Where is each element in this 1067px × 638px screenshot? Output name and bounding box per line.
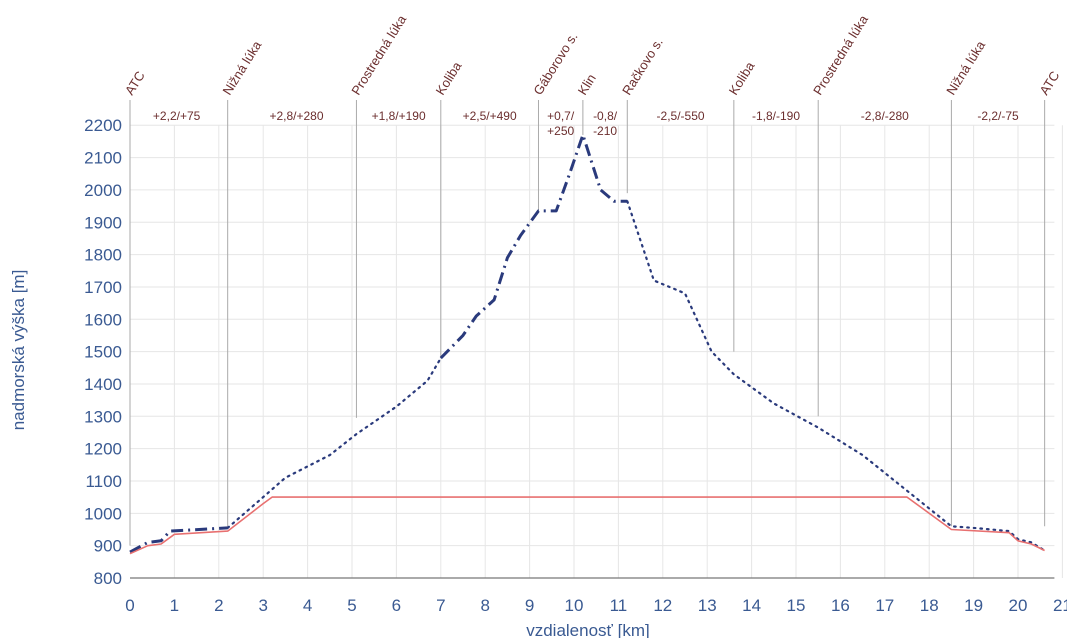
x-tick-label: 1 bbox=[170, 596, 179, 615]
x-tick-label: 19 bbox=[964, 596, 983, 615]
waypoint-lines bbox=[129, 100, 1046, 546]
y-tick-labels: 800 900 1000 1100 1200 1300 1400 1500 1600 1700 18… bbox=[84, 116, 122, 588]
x-tick-label: 2 bbox=[214, 596, 223, 615]
y-tick-label: 1700 bbox=[84, 278, 122, 297]
y-tick-label: 1500 bbox=[84, 343, 122, 362]
waypoint-label: Prostredná lúka bbox=[810, 12, 871, 98]
x-tick-label: 16 bbox=[831, 596, 850, 615]
x-tick-label: 5 bbox=[347, 596, 356, 615]
segment-label: -2,2/-75 bbox=[977, 109, 1019, 123]
y-tick-label: 2000 bbox=[84, 181, 122, 200]
y-tick-label: 1300 bbox=[84, 407, 122, 426]
series-lines bbox=[129, 133, 1046, 555]
x-tick-label: 9 bbox=[525, 596, 534, 615]
x-tick-label: 14 bbox=[742, 596, 761, 615]
segment-label: +250 bbox=[547, 124, 574, 138]
segment-label: -0,8/ bbox=[593, 109, 618, 123]
x-tick-label: 4 bbox=[303, 596, 312, 615]
series-line bbox=[129, 526, 228, 554]
waypoint-label: Račkovo s. bbox=[619, 35, 666, 97]
y-tick-label: 1200 bbox=[84, 440, 122, 459]
segment-label: +2,2/+75 bbox=[153, 109, 201, 123]
y-tick-label: 1000 bbox=[84, 504, 122, 523]
waypoint-labels: ATC Nižná lúka Prostredná lúka Koliba Gáboro… bbox=[122, 12, 1063, 98]
x-tick-label: 12 bbox=[653, 596, 672, 615]
segment-label: -1,8/-190 bbox=[752, 109, 800, 123]
waypoint-label: Nižná lúka bbox=[943, 38, 988, 98]
waypoint-label: Koliba bbox=[726, 58, 758, 97]
waypoint-label: ATC bbox=[1036, 68, 1062, 97]
y-tick-label: 1900 bbox=[84, 213, 122, 232]
segment-label: -210 bbox=[593, 124, 617, 138]
segment-labels: +2,2/+75 +2,8/+280 +1,8/+190 +2,5/+490 +0,7/… bbox=[153, 109, 1019, 138]
x-tick-label: 10 bbox=[565, 596, 584, 615]
waypoint-label: Klin bbox=[575, 71, 599, 97]
y-tick-label: 2100 bbox=[84, 149, 122, 168]
segment-label: -2,5/-550 bbox=[657, 109, 705, 123]
y-tick-label: 2200 bbox=[84, 116, 122, 135]
x-tick-label: 20 bbox=[1009, 596, 1028, 615]
x-tick-label: 6 bbox=[392, 596, 401, 615]
x-tick-label: 21 bbox=[1053, 596, 1067, 615]
series-line bbox=[439, 133, 628, 360]
segment-label: +2,8/+280 bbox=[269, 109, 323, 123]
x-axis-label: vzdialenosť [km] bbox=[526, 621, 650, 638]
y-tick-label: 1800 bbox=[84, 246, 122, 265]
x-tick-label: 11 bbox=[610, 596, 628, 615]
waypoint-label: ATC bbox=[122, 68, 148, 97]
x-tick-label: 15 bbox=[787, 596, 806, 615]
y-tick-label: 900 bbox=[94, 537, 122, 556]
series-line bbox=[226, 357, 442, 530]
x-tick-labels: 0123456789101112131415161718192021 bbox=[125, 596, 1067, 615]
y-tick-label: 800 bbox=[94, 569, 122, 588]
segment-label: -2,8/-280 bbox=[861, 109, 909, 123]
y-tick-label: 1600 bbox=[84, 310, 122, 329]
grid bbox=[130, 124, 1063, 578]
y-axis-label: nadmorská výška [m] bbox=[9, 270, 28, 431]
segment-label: +0,7/ bbox=[547, 109, 575, 123]
y-tick-label: 1100 bbox=[85, 472, 122, 491]
x-tick-label: 8 bbox=[480, 596, 489, 615]
waypoint-label: Prostredná lúka bbox=[348, 12, 409, 98]
x-tick-label: 18 bbox=[920, 596, 939, 615]
waypoint-label: Nižná lúka bbox=[220, 38, 265, 98]
x-tick-label: 3 bbox=[258, 596, 267, 615]
x-tick-label: 7 bbox=[436, 596, 445, 615]
series-line bbox=[129, 496, 1045, 555]
segment-label: +1,8/+190 bbox=[372, 109, 426, 123]
x-tick-label: 17 bbox=[875, 596, 894, 615]
waypoint-label: Koliba bbox=[433, 58, 465, 97]
x-tick-label: 0 bbox=[125, 596, 134, 615]
y-tick-label: 1400 bbox=[84, 375, 122, 394]
x-tick-label: 13 bbox=[698, 596, 717, 615]
series-line bbox=[626, 200, 1046, 552]
segment-label: +2,5/+490 bbox=[463, 109, 517, 123]
waypoint-label: Gáborovo s. bbox=[530, 30, 580, 98]
